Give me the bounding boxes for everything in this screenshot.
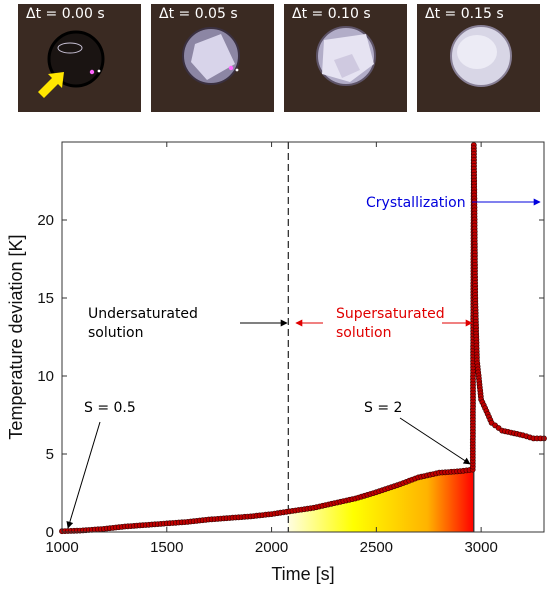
frame-label: Δt = 0.00 s bbox=[26, 6, 105, 22]
droplet-image-1 bbox=[182, 27, 240, 85]
y-tick-label: 15 bbox=[37, 290, 54, 307]
annotation-s-final-arrow bbox=[399, 417, 471, 465]
droplet-image-3 bbox=[450, 25, 512, 87]
x-tick-label: 1000 bbox=[45, 539, 78, 556]
x-axis-title: Time [s] bbox=[271, 564, 334, 584]
y-tick-label: 10 bbox=[37, 368, 54, 385]
annotation-s-initial-arrow bbox=[66, 421, 101, 529]
frame-0: Δt = 0.00 s bbox=[18, 4, 141, 112]
supersaturation-area bbox=[288, 469, 474, 532]
y-tick-label: 5 bbox=[46, 446, 54, 463]
x-tick-label: 2500 bbox=[360, 539, 393, 556]
y-tick-label: 0 bbox=[46, 524, 54, 541]
annotation-s-final: S = 2 bbox=[364, 400, 402, 416]
droplet-image-2 bbox=[316, 26, 376, 86]
x-axis-ticks: 1000 1500 2000 2500 3000 bbox=[45, 142, 498, 556]
annotation-supersaturated-line1: Supersaturated bbox=[336, 306, 445, 322]
frame-label: Δt = 0.10 s bbox=[292, 6, 371, 22]
annotation-s-initial: S = 0.5 bbox=[84, 400, 136, 416]
x-tick-label: 1500 bbox=[150, 539, 183, 556]
droplet-image-0 bbox=[38, 30, 105, 98]
supersaturation-gradient-fill bbox=[288, 469, 474, 532]
temperature-series bbox=[59, 142, 547, 535]
frame-label: Δt = 0.05 s bbox=[159, 6, 238, 22]
annotation-undersaturated-line2: solution bbox=[88, 325, 143, 341]
annotation-undersaturated-line1: Undersaturated bbox=[88, 306, 198, 322]
y-axis-ticks: 0 5 10 15 20 bbox=[37, 212, 544, 541]
annotation-supersaturated-line2: solution bbox=[336, 325, 391, 341]
annotation-crystallization: Crystallization bbox=[366, 195, 466, 211]
droplet-frames: Δt = 0.00 s Δt = 0.05 s Δt = 0.10 s Δt =… bbox=[18, 4, 544, 112]
y-axis-title: Temperature deviation [K] bbox=[6, 234, 26, 439]
frame-label: Δt = 0.15 s bbox=[425, 6, 504, 22]
x-tick-label: 2000 bbox=[255, 539, 288, 556]
y-tick-label: 20 bbox=[37, 212, 54, 229]
plot-frame bbox=[61, 141, 545, 533]
frame-2: Δt = 0.10 s bbox=[284, 4, 407, 112]
frame-1: Δt = 0.05 s bbox=[151, 4, 274, 112]
frame-3: Δt = 0.15 s bbox=[417, 4, 540, 112]
x-tick-label: 3000 bbox=[464, 539, 497, 556]
